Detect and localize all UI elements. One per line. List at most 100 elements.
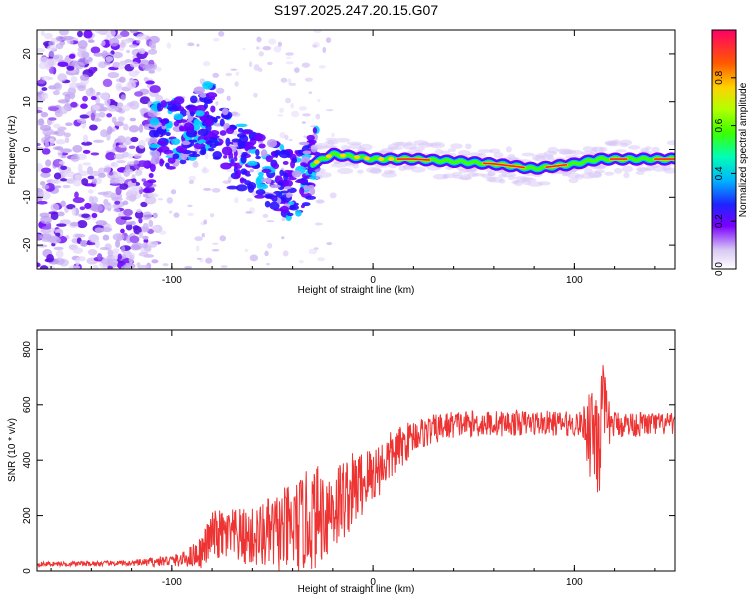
noise-blob xyxy=(124,136,132,146)
noise-blob xyxy=(93,139,104,143)
noise-blob xyxy=(284,134,289,141)
turbulent-blob xyxy=(165,132,171,137)
halo-blob xyxy=(434,149,444,156)
turbulent-blob xyxy=(295,209,302,217)
noise-blob xyxy=(47,44,57,51)
noise-blob xyxy=(203,219,208,225)
noise-blob xyxy=(64,93,71,103)
noise-blob xyxy=(147,109,157,118)
noise-blob xyxy=(79,206,86,211)
noise-blob xyxy=(280,77,288,83)
noise-blob xyxy=(48,106,60,112)
spectrogram-x-ticks: -100 0 100 xyxy=(50,30,656,286)
turbulent-blob xyxy=(151,150,161,158)
noise-blob xyxy=(39,56,49,64)
noise-blob xyxy=(37,200,48,205)
noise-blob xyxy=(112,61,121,68)
noise-blob xyxy=(128,70,139,77)
ridge-hot-core xyxy=(396,158,431,161)
turbulent-blob xyxy=(156,102,162,112)
turbulent-blob xyxy=(284,186,292,190)
noise-blob xyxy=(196,43,200,47)
noise-blob xyxy=(155,112,161,116)
halo-blob xyxy=(458,149,471,156)
turbulent-blob xyxy=(183,122,194,132)
turbulent-blob xyxy=(300,162,307,167)
turbulent-blob xyxy=(179,159,187,165)
noise-blob xyxy=(294,67,300,74)
noise-blob xyxy=(82,162,92,166)
turbulent-blob xyxy=(173,120,179,127)
noise-blob xyxy=(211,187,221,193)
noise-blob xyxy=(123,208,133,216)
halo-blob xyxy=(519,177,534,181)
halo-blob xyxy=(646,165,655,171)
colorbar: 0.0 0.2 0.4 0.6 0.8 Normalized spectral ampl… xyxy=(711,29,749,276)
turbulent-blob xyxy=(280,190,289,194)
noise-blob xyxy=(212,72,220,78)
halo-blob xyxy=(387,143,399,150)
turbulent-blob xyxy=(202,81,214,90)
turbulent-blob xyxy=(255,149,260,157)
halo-blob xyxy=(604,171,615,176)
noise-blob xyxy=(123,169,131,177)
noise-blob xyxy=(112,51,123,59)
snr-y-label: SNR (10 * v/v) xyxy=(7,418,18,482)
noise-blob xyxy=(301,62,311,68)
noise-blob xyxy=(147,179,157,184)
noise-blob xyxy=(80,103,88,109)
noise-blob xyxy=(290,102,295,109)
spectrogram-x-tick-label: 100 xyxy=(566,275,583,286)
halo-blob xyxy=(521,152,535,157)
snr-x-label: Height of straight line (km) xyxy=(298,584,415,595)
noise-blob xyxy=(202,187,212,191)
noise-blob xyxy=(201,233,205,238)
turbulent-blob xyxy=(221,108,229,116)
noise-blob xyxy=(126,81,137,90)
noise-blob xyxy=(100,227,113,233)
noise-blob xyxy=(56,223,67,227)
noise-blob xyxy=(115,186,122,196)
turbulent-blob xyxy=(256,183,269,190)
snr-panel: -100 0 100 0 200 400 600 800 Height of straigh… xyxy=(7,329,676,595)
noise-blob xyxy=(97,191,110,196)
noise-blob xyxy=(136,160,149,168)
noise-blob xyxy=(123,38,131,44)
noise-blob xyxy=(106,113,113,118)
halo-blob xyxy=(580,172,595,179)
turbulent-blob xyxy=(189,110,195,117)
noise-blob xyxy=(105,152,117,161)
noise-blob xyxy=(138,123,144,133)
noise-blob xyxy=(248,61,253,68)
halo-blob xyxy=(453,174,463,179)
halo-blob xyxy=(662,164,672,172)
noise-blob xyxy=(315,113,321,120)
noise-blob xyxy=(91,178,98,185)
noise-blob xyxy=(281,217,286,222)
noise-blob xyxy=(147,64,156,69)
ridge-hot-dot xyxy=(388,157,395,162)
turbulent-blob xyxy=(203,98,213,104)
noise-blob xyxy=(173,212,180,218)
snr-y-tick-label: 800 xyxy=(22,341,33,358)
noise-blob xyxy=(44,140,50,149)
turbulent-blob xyxy=(254,133,266,142)
turbulent-blob xyxy=(285,193,292,198)
noise-blob xyxy=(192,160,199,168)
halo-blob xyxy=(465,143,472,150)
noise-blob xyxy=(130,244,141,251)
noise-blob xyxy=(79,240,86,247)
noise-blob xyxy=(138,48,146,55)
turbulent-blob xyxy=(255,189,266,196)
noise-blob xyxy=(57,211,65,217)
noise-blob xyxy=(131,185,142,191)
noise-blob xyxy=(149,40,156,49)
noise-blob xyxy=(129,235,140,244)
turbulent-blob xyxy=(161,120,166,127)
spectrogram-y-label: Frequency (Hz) xyxy=(7,116,18,185)
noise-blob xyxy=(277,41,283,47)
spectrogram-x-label: Height of straight line (km) xyxy=(298,285,415,296)
noise-blob xyxy=(89,170,101,177)
noise-blob xyxy=(76,118,87,124)
noise-blob xyxy=(136,33,147,40)
